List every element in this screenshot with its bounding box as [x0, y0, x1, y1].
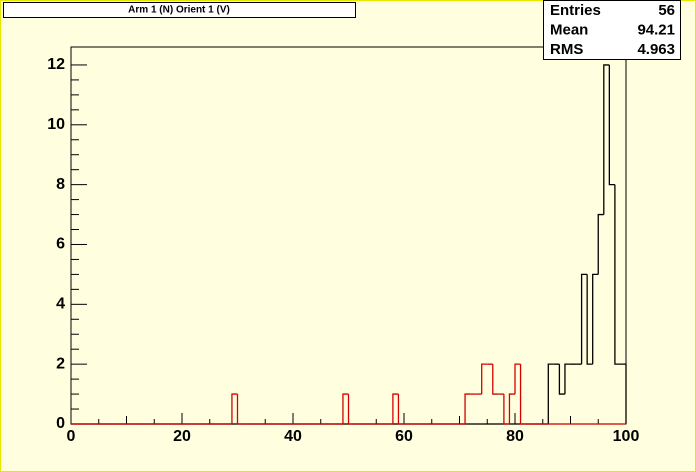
stat-label: RMS: [550, 41, 583, 58]
x-tick-label: 0: [67, 428, 76, 445]
histogram-bin: [608, 64, 615, 186]
histogram-bin: [397, 394, 404, 425]
histogram-bin: [547, 363, 554, 424]
title-box: [3, 2, 356, 18]
plot-frame: [70, 46, 627, 425]
histogram-bin: [614, 184, 621, 365]
stat-value: 4.963: [637, 41, 675, 58]
histogram-bin: [392, 393, 399, 424]
histogram-bin: [603, 64, 610, 215]
x-tick-label: 20: [173, 428, 191, 445]
histogram-bin: [503, 394, 510, 425]
x-tick-label: 80: [506, 428, 524, 445]
y-tick-label: 4: [56, 296, 65, 313]
histogram-bin: [514, 363, 521, 395]
x-tick-label: 60: [395, 428, 413, 445]
y-tick-label: 12: [47, 56, 65, 73]
y-tick-label: 0: [56, 415, 65, 432]
x-tick-label: 100: [613, 428, 640, 445]
histogram-bin: [586, 274, 593, 365]
histogram-bin: [592, 273, 599, 365]
stat-label: Mean: [550, 21, 588, 38]
stat-value: 94.21: [637, 21, 675, 38]
histogram-bin: [564, 363, 571, 395]
y-tick-label: 2: [56, 355, 65, 372]
histogram-bin: [620, 363, 627, 424]
histogram-bin: [519, 364, 527, 425]
histogram-bin: [580, 273, 588, 365]
y-tick-label: 6: [56, 236, 65, 253]
histogram-bin: [492, 364, 499, 395]
histogram-bin: [464, 393, 471, 424]
histogram-bin: [558, 364, 565, 395]
y-tick-label: 8: [56, 176, 65, 193]
chart-title: Arm 1 (N) Orient 1 (V): [128, 5, 230, 16]
stat-label: Entries: [550, 2, 601, 19]
y-tick-label: 10: [47, 116, 65, 133]
histogram-bin: [342, 393, 349, 424]
histogram-bin: [236, 394, 244, 425]
stats-box: [543, 0, 681, 60]
histogram-bin: [231, 393, 238, 424]
histogram-bin: [481, 363, 488, 395]
histogram-bin: [597, 213, 604, 275]
histogram-bin: [508, 393, 515, 424]
stat-value: 56: [658, 2, 675, 19]
x-tick-label: 40: [284, 428, 302, 445]
histogram-bin: [347, 394, 355, 425]
